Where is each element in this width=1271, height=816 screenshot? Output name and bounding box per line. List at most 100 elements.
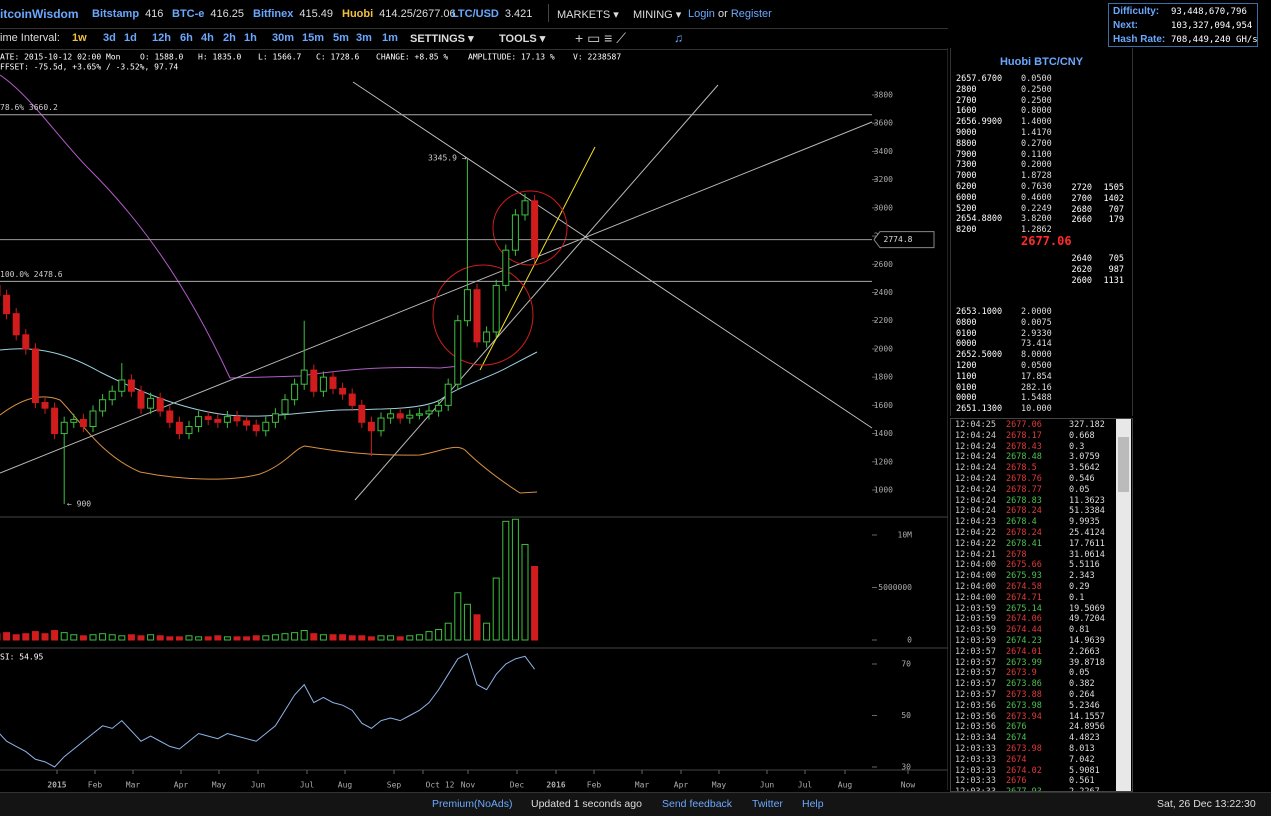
feedback-link[interactable]: Send feedback	[662, 798, 733, 810]
ask-price: 5200	[956, 203, 977, 214]
candle-body	[12, 313, 20, 336]
ask-price: 6000	[956, 192, 977, 203]
market[interactable]: Bitfinex 415.49	[253, 8, 333, 20]
volume-bar	[127, 634, 135, 641]
trade-price: 2678.24	[1006, 506, 1042, 517]
interval-button[interactable]: 1m	[382, 32, 398, 44]
interval-button[interactable]: 5m	[333, 32, 349, 44]
trade-price: 2675.93	[1006, 571, 1042, 582]
market[interactable]: LTC/USD 3.421	[452, 8, 532, 20]
tools-menu[interactable]: TOOLS ▾	[499, 33, 546, 45]
info-change: CHANGE: +8.85 %	[376, 53, 448, 62]
market-price: 416	[145, 8, 164, 20]
candle-body	[243, 420, 251, 426]
interval-button[interactable]: 1h	[244, 32, 257, 44]
interval-button[interactable]: 2h	[223, 32, 236, 44]
ask-amount: 3.8200	[1021, 214, 1052, 225]
volume-tick-label: 5000000	[878, 583, 912, 592]
scrollbar[interactable]	[1116, 419, 1131, 791]
trade-price: 2678	[1006, 549, 1027, 560]
alert-icon[interactable]: ♫	[674, 31, 683, 45]
last-price: 2677.06	[1021, 234, 1072, 248]
volume-bar	[118, 635, 126, 641]
volume-bar	[483, 622, 491, 641]
scroll-thumb[interactable]	[1118, 437, 1129, 492]
trade-amount: 7.042	[1069, 754, 1095, 765]
help-link[interactable]: Help	[802, 798, 824, 810]
x-tick-label: Apr	[174, 781, 189, 790]
interval-button[interactable]: 4h	[201, 32, 214, 44]
x-tick-label: Jul	[798, 781, 813, 790]
candle-body	[291, 383, 299, 401]
ask-amount: 0.8000	[1021, 106, 1052, 117]
trade-price: 2678.48	[1006, 452, 1042, 463]
x-tick-label: Feb	[88, 781, 103, 790]
x-tick-label: Jul	[300, 781, 315, 790]
volume-bar	[319, 634, 327, 641]
info-offset: FFSET: -75.5d, +3.65% / -3.52%, 97.74	[0, 63, 178, 72]
volume-bar	[367, 636, 375, 641]
interval-button[interactable]: 3d	[103, 32, 116, 44]
volume-bar	[79, 635, 87, 641]
x-tick-label: Sep	[387, 781, 402, 790]
market-price: 414.25/2677.06	[379, 8, 456, 20]
market[interactable]: BTC-e 416.25	[172, 8, 244, 20]
trade-price: 2676	[1006, 722, 1027, 733]
bid-amount: 10.000	[1021, 404, 1052, 415]
menu[interactable]: MARKETS ▾	[557, 9, 619, 21]
candle-body	[70, 418, 78, 423]
trade-price: 2678.4	[1006, 517, 1037, 528]
register-link[interactable]: Register	[730, 8, 772, 20]
y-tick-label: 2400	[874, 288, 893, 297]
twitter-link[interactable]: Twitter	[752, 798, 783, 810]
candle-body	[358, 404, 366, 423]
ask-price: 9000	[956, 128, 977, 138]
menu[interactable]: MINING ▾	[633, 9, 682, 21]
trade-price: 2676	[1006, 776, 1027, 787]
market[interactable]: Huobi 414.25/2677.06	[342, 8, 456, 20]
volume-bar	[204, 636, 212, 641]
candle-body	[99, 399, 107, 412]
fib-label: 78.6% 3660.2	[0, 103, 58, 112]
trade-amount: 0.668	[1069, 430, 1095, 441]
trade-time: 12:03:57	[955, 690, 996, 700]
volume-bar	[262, 635, 270, 641]
tool-icons[interactable]: + ▭ ≡ ⟋	[575, 30, 627, 46]
candle-body	[79, 418, 87, 428]
interval-button[interactable]: 15m	[302, 32, 325, 44]
candle-body	[31, 348, 39, 404]
interval-button[interactable]: 12h	[152, 32, 171, 44]
ask-amount: 0.0500	[1021, 74, 1052, 84]
market[interactable]: Bitstamp 416	[92, 8, 163, 20]
interval-button[interactable]: 3m	[356, 32, 372, 44]
low-label: ← 900	[67, 500, 91, 509]
trade-price: 2677.93	[1006, 787, 1042, 791]
settings-menu[interactable]: SETTINGS ▾	[410, 33, 474, 45]
chart-bg	[0, 0, 948, 790]
candle-body	[281, 399, 289, 415]
circle-marker	[432, 264, 534, 366]
premium-link[interactable]: Premium(NoAds)	[432, 798, 513, 810]
market-name: BTC-e	[172, 8, 205, 20]
volume-bar	[3, 632, 11, 641]
trade-time: 12:03:33	[955, 765, 996, 776]
volume-tick-label: 0	[907, 636, 912, 645]
interval-button[interactable]: 1d	[124, 32, 137, 44]
interval-button[interactable]: 1w	[72, 32, 87, 44]
candle-body	[89, 410, 97, 428]
trade-time: 12:03:34	[955, 733, 996, 744]
trade-time: 12:04:24	[955, 452, 996, 463]
candle-body	[214, 418, 222, 423]
logo[interactable]: itcoinWisdom	[0, 7, 79, 21]
trade-time: 12:04:00	[955, 571, 996, 582]
login-link[interactable]: Login	[688, 8, 715, 20]
candle-body	[3, 294, 11, 315]
rsi-tick-label: 50	[901, 711, 911, 720]
candle-body	[377, 417, 385, 432]
candle-body	[22, 334, 30, 350]
volume-bar	[89, 634, 97, 641]
x-tick-label: Aug	[838, 781, 853, 790]
interval-button[interactable]: 30m	[272, 32, 295, 44]
interval-button[interactable]: 6h	[180, 32, 193, 44]
